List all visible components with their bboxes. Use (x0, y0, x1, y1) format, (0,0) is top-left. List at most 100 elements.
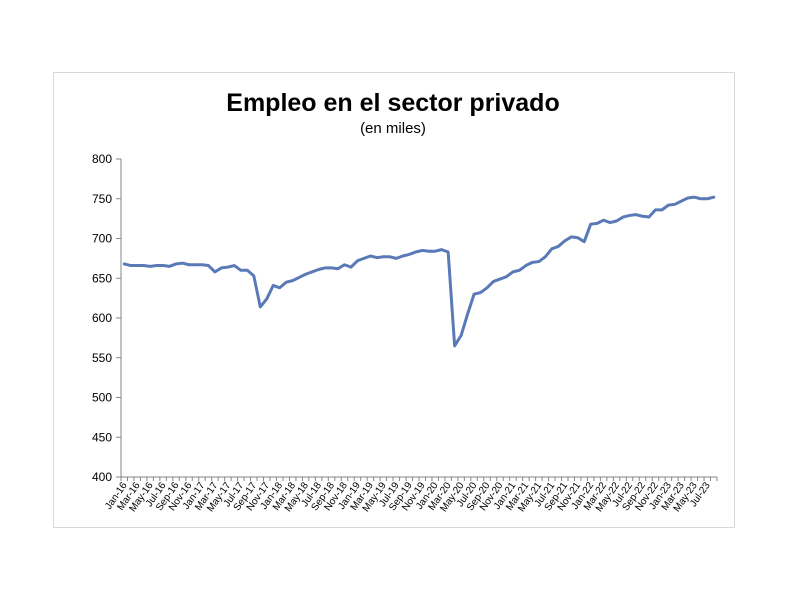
chart-subtitle: (en miles) (360, 120, 426, 137)
data-point (712, 196, 715, 198)
series-line (122, 195, 716, 348)
data-point (343, 263, 346, 266)
data-point (175, 263, 177, 265)
data-point (447, 251, 449, 253)
data-point (369, 255, 372, 257)
data-point (129, 264, 132, 267)
y-tick-label: 500 (92, 391, 112, 405)
data-point (576, 236, 579, 239)
y-tick-label: 700 (92, 232, 112, 246)
data-point (518, 269, 521, 272)
series-layer (122, 195, 716, 348)
data-point (350, 266, 352, 268)
chart-title: Empleo en el sector privado (226, 89, 559, 117)
data-point (680, 200, 683, 202)
x-axis: Jan-16Mar-16May-16Jul-16Sep-16Nov-16Jan-… (103, 476, 718, 514)
data-point (557, 245, 560, 248)
data-point (304, 273, 307, 276)
data-point (317, 268, 320, 271)
data-point (596, 222, 598, 225)
data-point (207, 264, 210, 267)
data-point (531, 261, 534, 264)
data-point (265, 298, 268, 300)
data-point (473, 293, 475, 295)
data-point (220, 267, 223, 269)
data-point (272, 284, 275, 287)
data-point (155, 264, 158, 267)
data-point (525, 264, 527, 267)
data-point (661, 209, 663, 211)
data-point (700, 197, 702, 200)
y-axis: 400 450 500 550 600 650 700 750 800 (92, 152, 122, 484)
data-point (376, 256, 378, 259)
data-point (492, 280, 495, 283)
data-point (162, 264, 164, 267)
data-point (641, 215, 644, 218)
data-point (544, 255, 547, 258)
data-point (227, 266, 229, 268)
data-point (123, 263, 126, 265)
data-point (311, 271, 313, 273)
data-point (648, 216, 650, 218)
data-point (583, 240, 585, 243)
y-tick-label: 600 (92, 311, 112, 325)
data-point (188, 263, 190, 266)
data-point (278, 286, 281, 289)
data-point (570, 236, 573, 238)
data-point (324, 267, 326, 269)
data-point (460, 334, 462, 337)
data-point (414, 251, 417, 253)
data-point (512, 271, 514, 273)
data-point (298, 276, 300, 279)
data-point (421, 249, 424, 252)
data-point (628, 214, 631, 217)
data-point (246, 269, 249, 272)
data-point (615, 220, 618, 222)
data-point (635, 213, 637, 216)
data-point (214, 271, 216, 273)
line-chart: Empleo en el sector privado (en miles) 4… (92, 89, 718, 514)
y-tick-label: 550 (92, 351, 112, 365)
data-point (602, 219, 605, 222)
chart-frame: Empleo en el sector privado (en miles) 4… (53, 72, 735, 528)
data-point (434, 250, 437, 253)
data-point (356, 259, 359, 262)
data-point (395, 257, 398, 260)
data-point (466, 313, 469, 315)
y-tick-label: 450 (92, 430, 112, 444)
data-point (505, 275, 508, 278)
data-point (240, 269, 242, 272)
data-point (486, 286, 488, 289)
data-point (233, 264, 236, 267)
data-point (142, 264, 145, 267)
data-point (667, 204, 670, 206)
data-point (363, 257, 365, 260)
data-point (538, 260, 540, 263)
data-point (453, 345, 456, 347)
data-point (706, 197, 709, 200)
data-point (408, 253, 411, 256)
data-point (440, 248, 443, 251)
data-point (253, 275, 255, 277)
data-point (201, 263, 203, 266)
data-point (427, 250, 430, 253)
data-point (563, 240, 566, 242)
data-point (181, 262, 184, 264)
data-point (479, 291, 482, 294)
y-tick-label: 650 (92, 271, 112, 285)
data-point (693, 196, 696, 198)
data-point (382, 255, 385, 258)
data-point (168, 265, 171, 268)
data-point (330, 267, 333, 269)
y-tick-label: 800 (92, 152, 112, 166)
data-point (589, 223, 592, 225)
data-point (389, 255, 391, 258)
data-point (687, 197, 689, 199)
data-point (259, 306, 262, 308)
data-point (499, 278, 501, 280)
data-point (136, 264, 138, 267)
data-point (337, 267, 339, 270)
data-point (194, 263, 197, 266)
data-point (622, 216, 624, 218)
data-point (285, 281, 287, 284)
